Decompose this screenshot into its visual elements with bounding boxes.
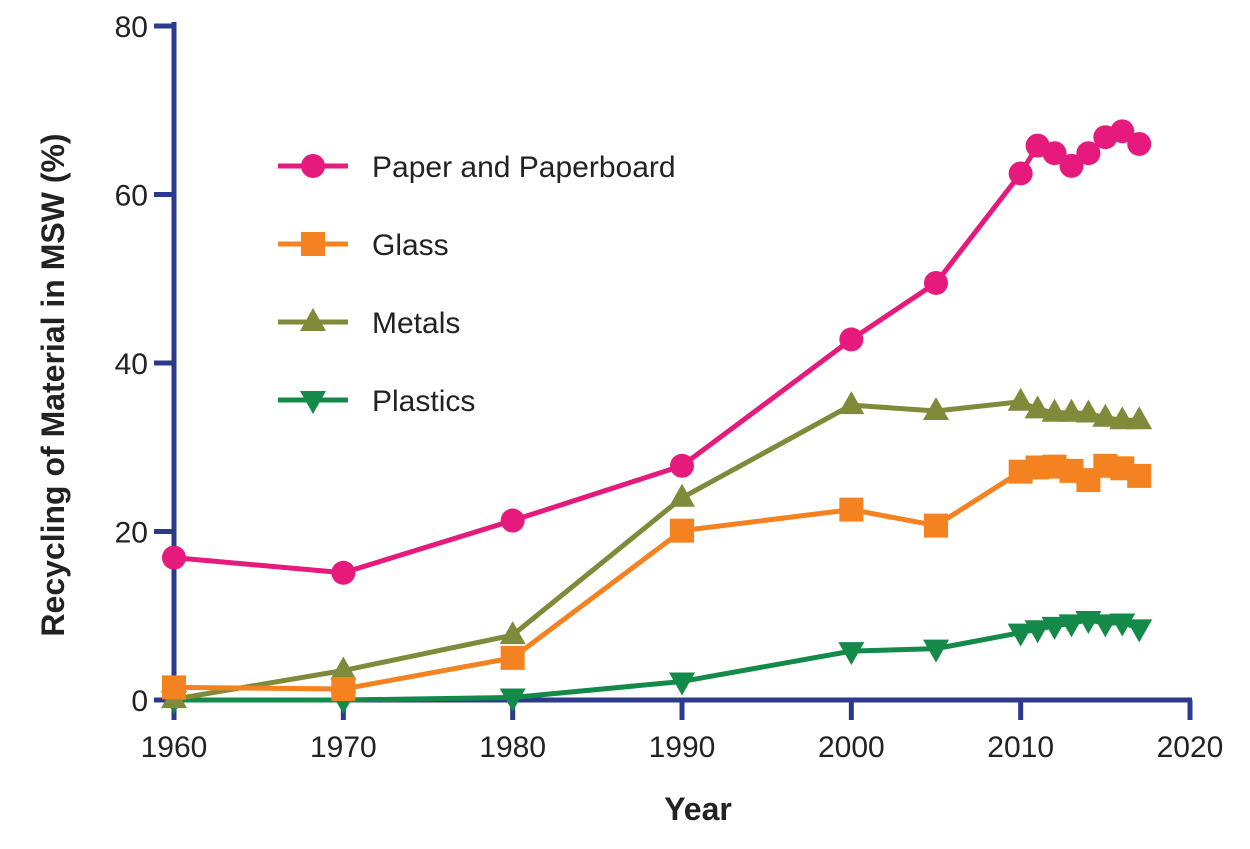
x-tick-label: 1980 [479,731,546,764]
data-point [1007,387,1034,411]
data-point [1109,406,1136,430]
data-point [331,677,356,702]
data-point [838,642,865,666]
data-point [924,270,948,295]
data-point [1008,161,1033,186]
x-tick-label: 2010 [987,731,1054,764]
data-point [1092,403,1119,427]
data-point [499,688,526,712]
y-tick-label: 60 [115,180,148,213]
series-line [173,463,1141,692]
x-tick-label: 2020 [1157,731,1224,764]
data-point [1126,619,1153,643]
legend-marker [300,308,326,331]
data-point [670,453,694,478]
data-point [1075,399,1102,423]
data-point [1058,614,1085,638]
data-point [1110,119,1135,144]
data-point [670,518,694,543]
data-point [1024,395,1051,419]
x-tick-label: 1960 [141,731,208,764]
data-point [1109,613,1136,637]
x-tick-label: 1970 [310,731,377,764]
data-point [1041,398,1068,422]
data-point [1126,406,1153,430]
data-point [669,483,695,507]
data-point [500,508,525,533]
data-point [1007,623,1034,647]
data-point [923,639,949,663]
series-glass [162,453,1152,702]
legend-label: Metals [372,307,460,340]
data-point [330,656,357,680]
legend-label: Glass [372,229,449,262]
legend-label: Plastics [372,385,475,418]
legend-item: Plastics [278,385,475,418]
series-line [173,128,1141,576]
x-axis-title: Year [664,791,732,827]
legend-marker [301,232,325,256]
legend: Paper and Paperboard Glass Metals Plastics [278,151,676,418]
data-point [839,327,864,352]
plot-area [161,119,1153,714]
y-tick-label: 80 [115,11,148,44]
data-point [838,391,865,415]
y-tick-label: 40 [115,348,148,381]
x-tick-label: 1990 [649,731,716,764]
data-point [331,560,356,585]
data-point [1059,153,1084,178]
data-point [1042,141,1067,166]
data-point [1024,620,1051,644]
data-point [1127,131,1152,156]
data-point [669,672,695,696]
legend-label: Paper and Paperboard [372,151,676,184]
legend-item: Metals [278,307,460,340]
data-point [499,621,526,645]
legend-marker [300,391,326,414]
data-point [162,545,186,570]
x-tick-label: 2000 [818,731,885,764]
data-point [1127,463,1152,488]
data-point [923,397,949,421]
data-point [1058,398,1085,422]
legend-item: Paper and Paperboard [278,151,676,184]
data-point [1092,614,1119,638]
data-point [500,645,525,670]
data-point [839,497,864,522]
legend-marker [301,154,325,178]
series-plastics [161,610,1153,714]
y-axis-title: Recycling of Material in MSW (%) [35,133,71,636]
y-tick-label: 0 [131,685,148,718]
legend-item: Glass [278,229,449,262]
y-tick-label: 20 [115,517,148,550]
axes: 0 20 40 60 80 1960 1970 1980 1990 2000 2010 2020 [115,11,1224,764]
data-point [924,513,948,538]
data-point [1076,141,1101,166]
series-paper-and-paperboard [162,119,1152,585]
data-point [1041,616,1068,640]
data-point [162,675,186,700]
